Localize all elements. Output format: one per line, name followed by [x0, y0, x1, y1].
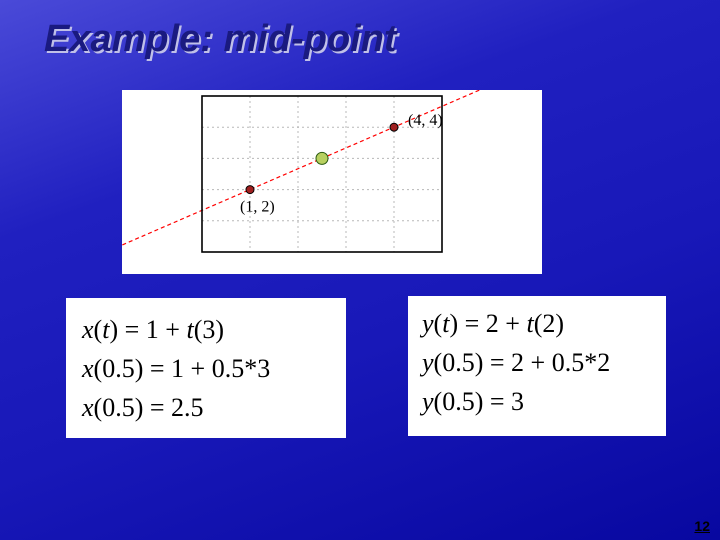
equations-x-block: x(t) = 1 + t(3) x(0.5) = 1 + 0.5*3 x(0.5…	[66, 298, 346, 438]
equation-x-2: x(0.5) = 1 + 0.5*3	[82, 349, 330, 388]
svg-text:(4, 4): (4, 4)	[408, 112, 443, 129]
midpoint-chart: (1, 2) (4, 4)	[122, 90, 542, 274]
equation-y-2: y(0.5) = 2 + 0.5*2	[422, 343, 652, 382]
page-number: 12	[694, 518, 710, 534]
equation-y-3: y(0.5) = 3	[422, 382, 652, 421]
slide-title: Example: mid-point	[44, 18, 397, 61]
equation-x-1: x(t) = 1 + t(3)	[82, 310, 330, 349]
equation-y-1: y(t) = 2 + t(2)	[422, 304, 652, 343]
svg-text:(1, 2): (1, 2)	[240, 199, 275, 216]
equations-y-block: y(t) = 2 + t(2) y(0.5) = 2 + 0.5*2 y(0.5…	[408, 296, 666, 436]
equation-x-3: x(0.5) = 2.5	[82, 388, 330, 427]
